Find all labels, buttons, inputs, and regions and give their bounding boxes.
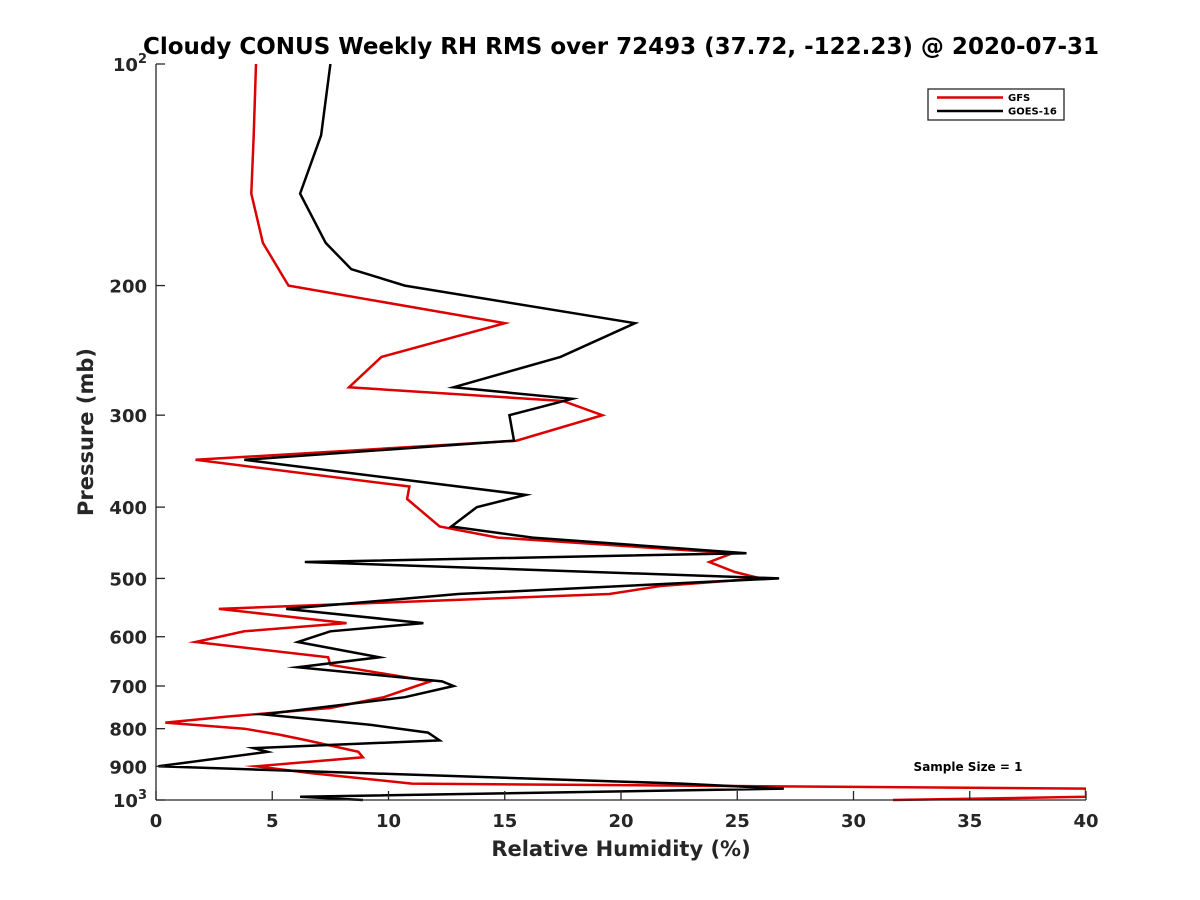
x-tick-label: 15 (492, 811, 517, 832)
x-tick-label: 40 (1073, 811, 1098, 832)
y-tick-label: 102 (113, 52, 147, 76)
y-tick-label: 900 (109, 757, 147, 778)
x-tick-label: 10 (376, 811, 401, 832)
series-line-goes16 (158, 63, 784, 802)
y-tick-label: 500 (109, 569, 147, 590)
legend-label-gfs: GFS (1008, 93, 1030, 104)
y-axis-label: Pressure (mb) (74, 348, 98, 516)
y-tick-label: 600 (109, 628, 147, 649)
y-tick-label: 400 (109, 498, 147, 519)
series-layer (158, 63, 1086, 802)
x-axis-label: Relative Humidity (%) (491, 837, 750, 861)
x-tick-label: 20 (608, 811, 633, 832)
series-line-gfs (165, 63, 1086, 802)
x-tick-label: 30 (841, 811, 866, 832)
x-tick-label: 5 (266, 811, 279, 832)
y-tick-label: 103 (113, 788, 147, 812)
x-tick-label: 25 (725, 811, 750, 832)
y-tick-label: 300 (109, 406, 147, 427)
legend: GFS GOES-16 (927, 88, 1065, 121)
legend-label-goes16: GOES-16 (1008, 107, 1057, 118)
x-ticks: 0 5 10 15 20 25 30 35 40 (150, 791, 1099, 832)
y-tick-label: 800 (109, 720, 147, 741)
y-ticks: 102 200 300 400 500 600 700 800 900 103 (109, 52, 165, 812)
legend-box (927, 88, 1065, 121)
x-tick-label: 0 (150, 811, 163, 832)
y-tick-label: 200 (109, 277, 147, 298)
y-tick-label: 700 (109, 677, 147, 698)
sample-size-annotation: Sample Size = 1 (914, 760, 1023, 774)
chart-title: Cloudy CONUS Weekly RH RMS over 72493 (3… (143, 34, 1099, 60)
x-tick-label: 35 (957, 811, 982, 832)
